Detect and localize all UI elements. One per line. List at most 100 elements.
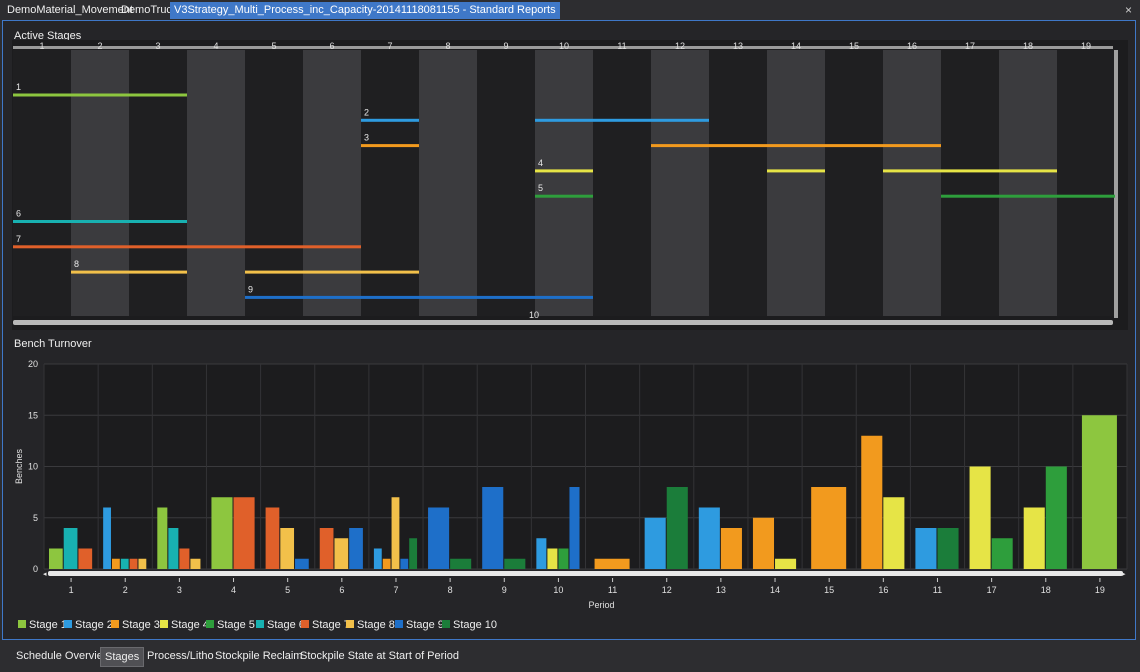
bar-stage-7 — [179, 548, 190, 569]
x-tick-label: 13 — [716, 585, 726, 595]
y-axis-label: Benches — [14, 448, 24, 484]
period-band — [767, 50, 825, 316]
period-header: 15 — [849, 41, 859, 51]
scroll-right-icon[interactable]: ▸ — [1122, 571, 1126, 578]
period-header: 17 — [965, 41, 975, 51]
legend-label: Stage 2 — [75, 619, 113, 631]
stage-active-segment — [245, 270, 303, 274]
active-stages-title: Active Stages — [14, 30, 82, 42]
bar-stage-7 — [78, 548, 93, 569]
document-tab-strip: DemoMaterial_Movement DemoTruck V3Strate… — [0, 0, 1140, 20]
period-header: 8 — [445, 41, 450, 51]
stage-active-segment — [883, 169, 941, 173]
legend-swatch — [206, 620, 214, 628]
x-axis-label: Period — [588, 600, 614, 610]
bar-stage-3 — [720, 528, 742, 569]
period-band — [941, 50, 999, 316]
legend-label: Stage 8 — [357, 619, 395, 631]
bar-stage-10 — [409, 538, 418, 569]
tab-stages[interactable]: Stages — [100, 647, 145, 667]
stage-active-segment — [825, 144, 883, 148]
stage-active-segment — [1057, 194, 1115, 198]
x-tick-label: 7 — [393, 585, 398, 595]
x-tick-label: 19 — [1095, 585, 1105, 595]
stage-active-segment — [13, 220, 71, 223]
stage-active-segment — [71, 93, 129, 97]
stage-active-segment — [477, 295, 535, 299]
top-scrollbar[interactable] — [13, 46, 1113, 49]
legend-swatch — [64, 620, 72, 628]
bar-stage-1 — [157, 507, 168, 569]
bar-stage-2 — [536, 538, 547, 569]
stage-active-segment — [71, 245, 129, 249]
stage-active-segment — [71, 220, 129, 223]
bar-stage-3 — [382, 558, 391, 569]
x-tick-label: 3 — [177, 585, 182, 595]
period-band — [13, 50, 71, 316]
close-icon[interactable]: × — [1124, 3, 1132, 17]
period-band — [245, 50, 303, 316]
bar-stage-8 — [391, 497, 400, 569]
tab-demomaterial-movement[interactable]: DemoMaterial_Movement — [7, 4, 133, 16]
stage-active-segment — [361, 118, 419, 122]
stage-row-label: 4 — [538, 158, 543, 168]
bar-stage-8 — [190, 558, 201, 569]
legend-swatch — [18, 620, 26, 628]
bar-stage-6 — [168, 528, 179, 569]
tab-stockpile-state[interactable]: Stockpile State at Start of Period — [300, 650, 459, 662]
legend-label: Stage 7 — [312, 619, 350, 631]
x-tick-label: 8 — [448, 585, 453, 595]
x-tick-label: 18 — [1041, 585, 1051, 595]
x-tick-label: 9 — [502, 585, 507, 595]
stage-active-segment — [999, 169, 1057, 173]
period-band — [535, 50, 593, 316]
x-tick-label: 4 — [231, 585, 236, 595]
period-header: 7 — [387, 41, 392, 51]
bar-stage-9 — [428, 507, 450, 569]
tab-demotruck[interactable]: DemoTruck — [121, 4, 178, 16]
tab-standard-reports[interactable]: V3Strategy_Multi_Process_inc_Capacity-20… — [170, 2, 560, 19]
period-header: 6 — [329, 41, 334, 51]
tab-stockpile-reclaim[interactable]: Stockpile Reclaim — [215, 650, 303, 662]
stage-active-segment — [767, 144, 825, 148]
period-header: 12 — [675, 41, 685, 51]
period-band — [129, 50, 187, 316]
bar-stage-10 — [504, 558, 526, 569]
legend-label: Stage 9 — [406, 619, 444, 631]
legend-label: Stage 4 — [171, 619, 209, 631]
stage-active-segment — [535, 295, 593, 299]
period-header: 13 — [733, 41, 743, 51]
stage-active-segment — [651, 144, 709, 148]
legend-item: Stage 3 — [111, 619, 160, 631]
period-band — [1057, 50, 1115, 316]
bar-stage-3 — [861, 435, 883, 569]
chart-horizontal-scrollbar[interactable] — [48, 571, 1123, 576]
bar-stage-9 — [569, 487, 580, 569]
period-band — [71, 50, 129, 316]
legend-label: Stage 6 — [267, 619, 305, 631]
bar-stage-2 — [644, 517, 666, 569]
legend-item: Stage 6 — [256, 619, 305, 631]
vertical-scrollbar[interactable] — [1114, 50, 1118, 318]
stage-active-segment — [535, 194, 593, 198]
period-band — [999, 50, 1057, 316]
period-band — [593, 50, 651, 316]
x-tick-label: 6 — [339, 585, 344, 595]
legend-label: Stage 1 — [29, 619, 67, 631]
legend-label: Stage 3 — [122, 619, 160, 631]
bar-stage-1 — [1081, 415, 1117, 569]
stage-active-segment — [361, 295, 419, 299]
tab-process-litho[interactable]: Process/Litho — [147, 650, 214, 662]
x-tick-label: 5 — [285, 585, 290, 595]
legend-swatch — [160, 620, 168, 628]
scroll-left-icon[interactable]: ◂ — [43, 571, 47, 578]
legend-swatch — [301, 620, 309, 628]
stage-active-segment — [187, 245, 245, 249]
period-band — [361, 50, 419, 316]
tab-schedule-overview[interactable]: Schedule Overview — [16, 650, 111, 662]
horizontal-scrollbar[interactable] — [13, 320, 1113, 325]
stage-row-label: 10 — [529, 310, 539, 320]
x-tick-label: 11 — [933, 585, 942, 595]
